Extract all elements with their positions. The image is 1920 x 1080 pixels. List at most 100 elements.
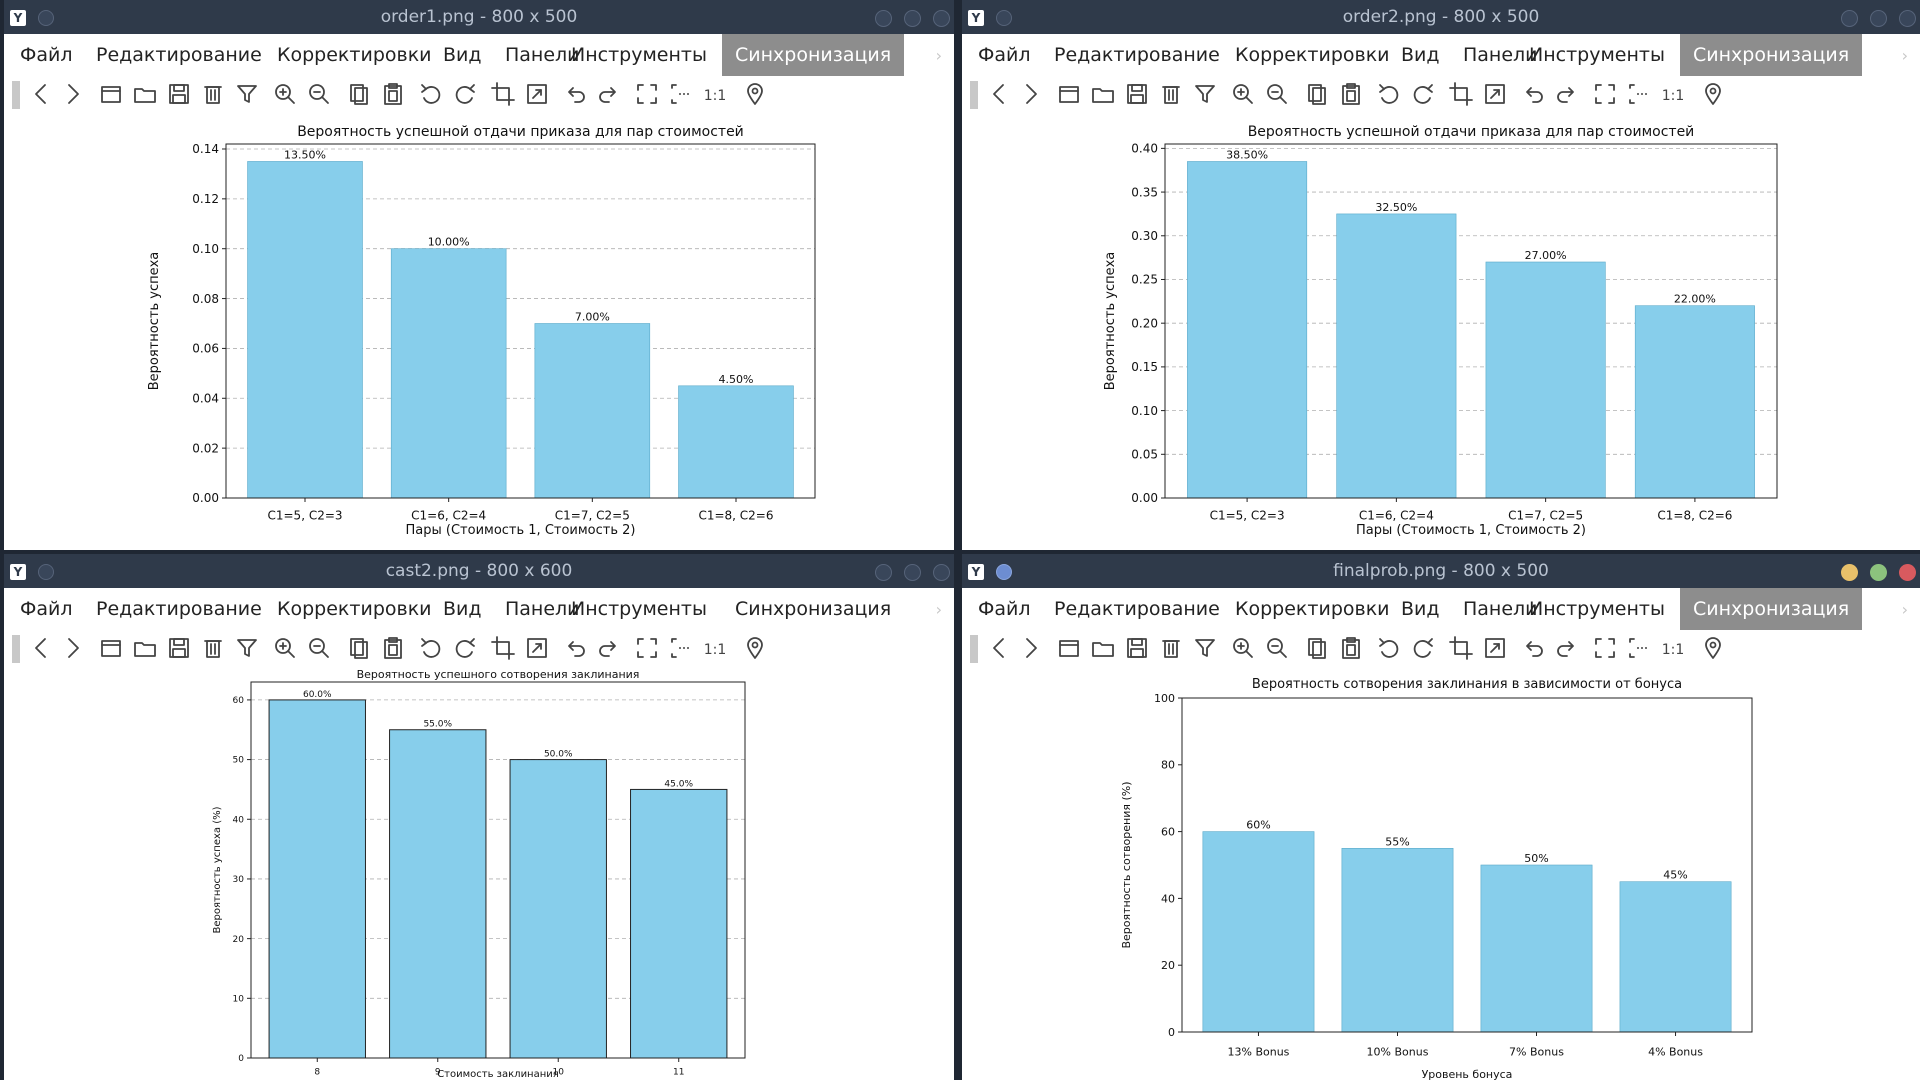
maximize-button[interactable] [904, 564, 921, 581]
menu-overflow-icon[interactable]: › [935, 600, 942, 619]
save-icon[interactable] [1122, 634, 1152, 664]
menu-item-2[interactable]: Корректировки [277, 44, 432, 66]
save-icon[interactable] [1122, 80, 1152, 110]
filter-icon[interactable] [232, 634, 262, 664]
rotate-left-icon[interactable] [416, 80, 446, 110]
fit-icon[interactable] [632, 634, 662, 664]
open-icon[interactable] [96, 634, 126, 664]
redo-icon[interactable] [1552, 634, 1582, 664]
image-canvas[interactable]: Вероятность успешной отдачи приказа для … [962, 114, 1920, 550]
menu-item-5[interactable]: Инструменты [571, 44, 707, 66]
menu-item-1[interactable]: Редактирование [96, 44, 262, 66]
toolbar-handle[interactable] [12, 81, 20, 109]
folder-icon[interactable] [130, 634, 160, 664]
fit-width-icon[interactable] [1624, 80, 1654, 110]
resize-icon[interactable] [1480, 634, 1510, 664]
zoom-out-icon[interactable] [304, 634, 334, 664]
menu-item-0[interactable]: Файл [978, 44, 1031, 66]
fit-icon[interactable] [1590, 634, 1620, 664]
open-icon[interactable] [1054, 634, 1084, 664]
resize-icon[interactable] [522, 634, 552, 664]
image-canvas[interactable]: Вероятность успешного сотворения заклина… [4, 668, 954, 1080]
filter-icon[interactable] [232, 80, 262, 110]
menu-item-3[interactable]: Вид [443, 44, 482, 66]
maximize-button[interactable] [1870, 564, 1887, 581]
menu-item-5[interactable]: Инструменты [1529, 44, 1665, 66]
back-icon[interactable] [984, 634, 1014, 664]
fit-icon[interactable] [1590, 80, 1620, 110]
menu-item-3[interactable]: Вид [1401, 44, 1440, 66]
pin-button[interactable] [996, 10, 1012, 26]
close-button[interactable] [933, 10, 950, 27]
menu-overflow-icon[interactable]: › [1901, 600, 1908, 619]
crop-icon[interactable] [488, 634, 518, 664]
rotate-right-icon[interactable] [450, 634, 480, 664]
resize-icon[interactable] [522, 80, 552, 110]
copy-icon[interactable] [1302, 634, 1332, 664]
paste-icon[interactable] [1336, 634, 1366, 664]
image-canvas[interactable]: Вероятность сотворения заклинания в зави… [962, 668, 1920, 1080]
back-icon[interactable] [26, 634, 56, 664]
menu-item-4[interactable]: Панели [1463, 44, 1538, 66]
menu-item-6[interactable]: Синхронизация [722, 34, 905, 76]
menu-item-6[interactable]: Синхронизация [1680, 588, 1863, 630]
zoom-out-icon[interactable] [304, 80, 334, 110]
menu-overflow-icon[interactable]: › [935, 46, 942, 65]
open-icon[interactable] [1054, 80, 1084, 110]
actual-size-icon[interactable]: 1:1 [700, 80, 730, 110]
toolbar-handle[interactable] [12, 635, 20, 663]
paste-icon[interactable] [1336, 80, 1366, 110]
zoom-in-icon[interactable] [1228, 634, 1258, 664]
delete-icon[interactable] [1156, 80, 1186, 110]
close-button[interactable] [933, 564, 950, 581]
filter-icon[interactable] [1190, 634, 1220, 664]
menu-overflow-icon[interactable]: › [1901, 46, 1908, 65]
undo-icon[interactable] [1518, 80, 1548, 110]
location-icon[interactable] [740, 634, 770, 664]
redo-icon[interactable] [1552, 80, 1582, 110]
menu-item-2[interactable]: Корректировки [1235, 44, 1390, 66]
rotate-left-icon[interactable] [1374, 80, 1404, 110]
actual-size-icon[interactable]: 1:1 [700, 634, 730, 664]
delete-icon[interactable] [1156, 634, 1186, 664]
save-icon[interactable] [164, 634, 194, 664]
menu-item-2[interactable]: Корректировки [1235, 598, 1390, 620]
zoom-out-icon[interactable] [1262, 80, 1292, 110]
zoom-in-icon[interactable] [270, 80, 300, 110]
redo-icon[interactable] [594, 80, 624, 110]
minimize-button[interactable] [1841, 10, 1858, 27]
rotate-left-icon[interactable] [1374, 634, 1404, 664]
menu-item-1[interactable]: Редактирование [1054, 44, 1220, 66]
rotate-right-icon[interactable] [1408, 634, 1438, 664]
copy-icon[interactable] [344, 634, 374, 664]
rotate-left-icon[interactable] [416, 634, 446, 664]
paste-icon[interactable] [378, 80, 408, 110]
filter-icon[interactable] [1190, 80, 1220, 110]
menu-item-3[interactable]: Вид [1401, 598, 1440, 620]
actual-size-icon[interactable]: 1:1 [1658, 80, 1688, 110]
redo-icon[interactable] [594, 634, 624, 664]
delete-icon[interactable] [198, 634, 228, 664]
actual-size-icon[interactable]: 1:1 [1658, 634, 1688, 664]
folder-icon[interactable] [1088, 634, 1118, 664]
minimize-button[interactable] [1841, 564, 1858, 581]
resize-icon[interactable] [1480, 80, 1510, 110]
fit-icon[interactable] [632, 80, 662, 110]
open-icon[interactable] [96, 80, 126, 110]
pin-button[interactable] [38, 564, 54, 580]
delete-icon[interactable] [198, 80, 228, 110]
image-canvas[interactable]: Вероятность успешной отдачи приказа для … [4, 114, 954, 550]
minimize-button[interactable] [875, 10, 892, 27]
crop-icon[interactable] [1446, 80, 1476, 110]
undo-icon[interactable] [1518, 634, 1548, 664]
toolbar-handle[interactable] [970, 635, 978, 663]
rotate-right-icon[interactable] [450, 80, 480, 110]
menu-item-0[interactable]: Файл [20, 598, 73, 620]
forward-icon[interactable] [58, 80, 88, 110]
